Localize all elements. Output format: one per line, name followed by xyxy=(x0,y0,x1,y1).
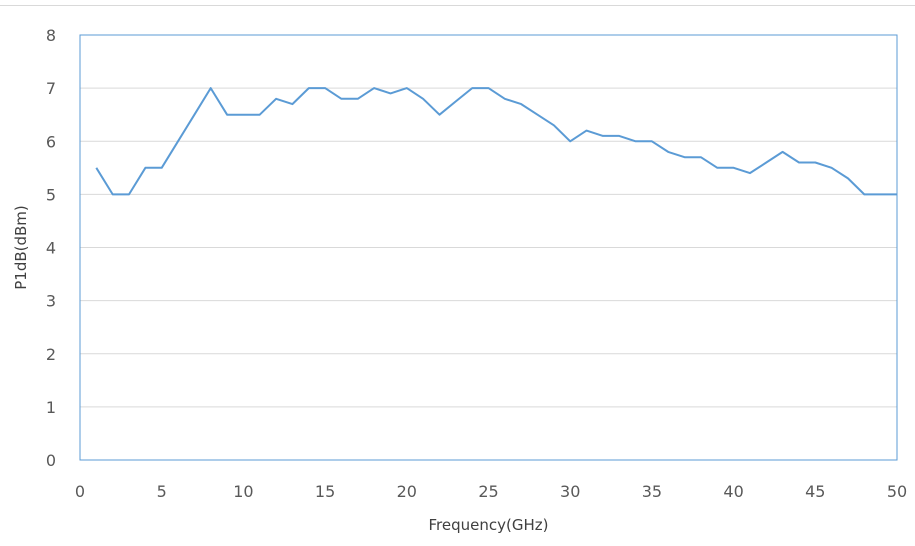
y-tick-label: 2 xyxy=(46,345,56,364)
y-tick-label: 0 xyxy=(46,451,56,470)
y-tick-label: 7 xyxy=(46,79,56,98)
y-tick-label: 6 xyxy=(46,132,56,151)
grid-lines xyxy=(80,87,897,408)
x-tick-label: 10 xyxy=(233,482,253,501)
x-tick-label: 35 xyxy=(642,482,662,501)
y-axis-title: P1dB(dBm) xyxy=(12,205,30,290)
x-tick-label: 25 xyxy=(478,482,498,501)
y-axis-ticks: 0 1 2 3 4 5 6 7 8 xyxy=(46,26,56,470)
x-tick-label: 0 xyxy=(75,482,85,501)
plot-area-frame xyxy=(79,34,898,461)
y-tick-label: 3 xyxy=(46,292,56,311)
top-border xyxy=(0,5,915,6)
x-axis-title: Frequency(GHz) xyxy=(429,516,549,534)
y-tick-label: 4 xyxy=(46,239,56,258)
x-tick-label: 50 xyxy=(887,482,907,501)
series-line xyxy=(95,87,897,196)
x-tick-label: 20 xyxy=(397,482,417,501)
x-tick-label: 15 xyxy=(315,482,335,501)
x-tick-label: 40 xyxy=(723,482,743,501)
y-tick-label: 1 xyxy=(46,398,56,417)
x-tick-label: 45 xyxy=(805,482,825,501)
y-tick-label: 8 xyxy=(46,26,56,45)
x-tick-label: 5 xyxy=(157,482,167,501)
y-tick-label: 5 xyxy=(46,185,56,204)
x-axis-ticks: 0 5 10 15 20 25 30 35 40 45 50 xyxy=(75,482,907,501)
x-tick-label: 30 xyxy=(560,482,580,501)
